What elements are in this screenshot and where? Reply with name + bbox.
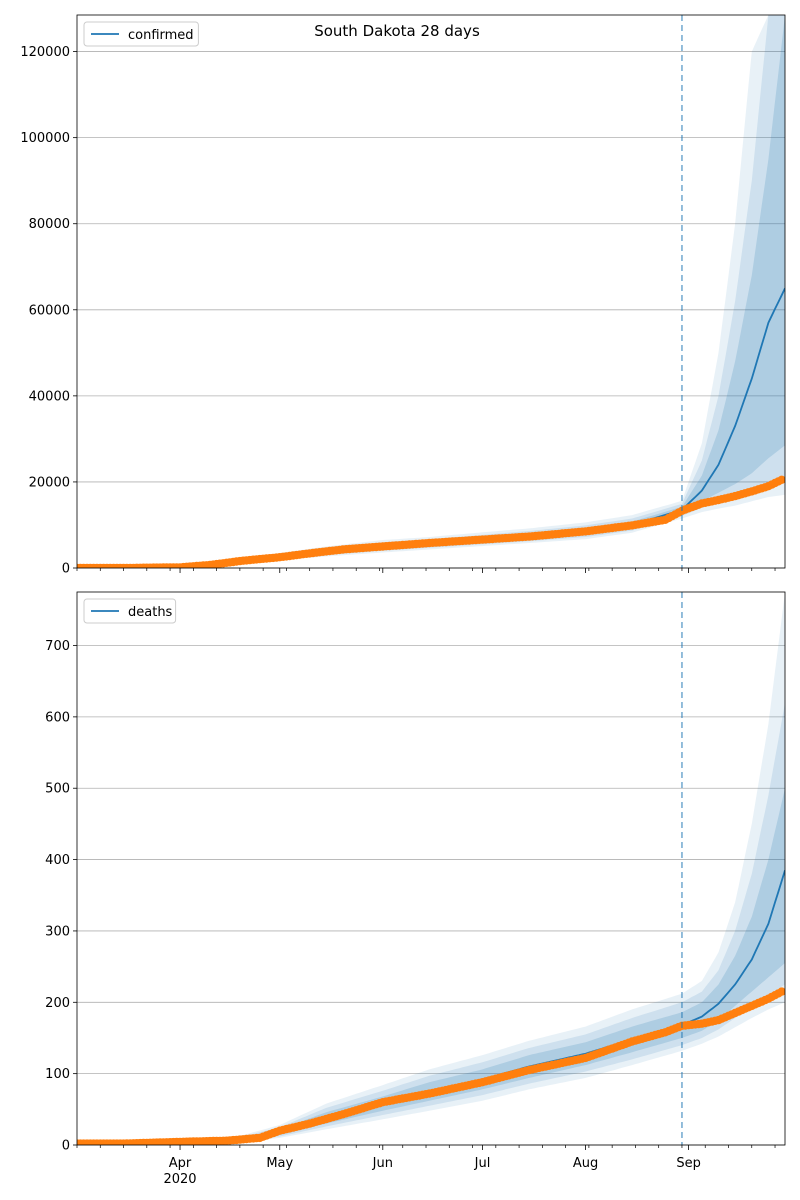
y-tick-label: 100 — [45, 1067, 70, 1082]
y-tick-label: 120000 — [20, 45, 70, 60]
uncertainty-band — [77, 15, 785, 568]
legend-box — [83, 598, 177, 624]
observed-point — [777, 987, 785, 996]
uncertainty-band — [77, 702, 785, 1145]
x-tick-label: Aug — [573, 1156, 598, 1171]
y-tick-label: 80000 — [29, 217, 70, 232]
plot-frame — [76, 14, 786, 569]
observed-point — [777, 475, 785, 484]
uncertainty-band — [77, 15, 785, 568]
y-tick-label: 60000 — [29, 303, 70, 318]
plot-frame — [76, 591, 786, 1146]
model-line — [77, 287, 785, 568]
legend: confirmed — [83, 21, 199, 47]
x-tick-label: Sep — [676, 1156, 701, 1171]
confirmed-panel: 0 20000 40000 60000 80000 100000 120000 confirm… — [20, 14, 786, 577]
x-tick-label: Jul — [474, 1156, 491, 1171]
deaths-panel: 0 100 200 300 400 500 600 700 deaths — [45, 591, 786, 1154]
x-tick-label: Jun — [372, 1156, 393, 1171]
uncertainty-band — [77, 592, 785, 1145]
legend-label: deaths — [128, 605, 173, 620]
y-tick-label: 20000 — [29, 475, 70, 490]
y-tick-label: 0 — [62, 1139, 70, 1154]
uncertainty-band — [77, 15, 785, 568]
y-tick-label: 40000 — [29, 389, 70, 404]
y-tick-label: 600 — [45, 710, 70, 725]
x-tick-label: Apr — [169, 1156, 192, 1171]
y-tick-label: 100000 — [20, 131, 70, 146]
uncertainty-band — [77, 788, 785, 1145]
legend: deaths — [83, 598, 177, 624]
chart-title: South Dakota 28 days — [314, 22, 480, 40]
legend-box — [83, 21, 199, 47]
legend-label: confirmed — [128, 28, 194, 43]
x-tick-label: May — [266, 1156, 293, 1171]
y-tick-label: 700 — [45, 639, 70, 654]
x-tick-sublabel: 2020 — [163, 1172, 196, 1187]
y-tick-label: 0 — [62, 562, 70, 577]
y-tick-label: 400 — [45, 853, 70, 868]
y-tick-label: 500 — [45, 782, 70, 797]
y-tick-label: 200 — [45, 996, 70, 1011]
y-tick-label: 300 — [45, 924, 70, 939]
